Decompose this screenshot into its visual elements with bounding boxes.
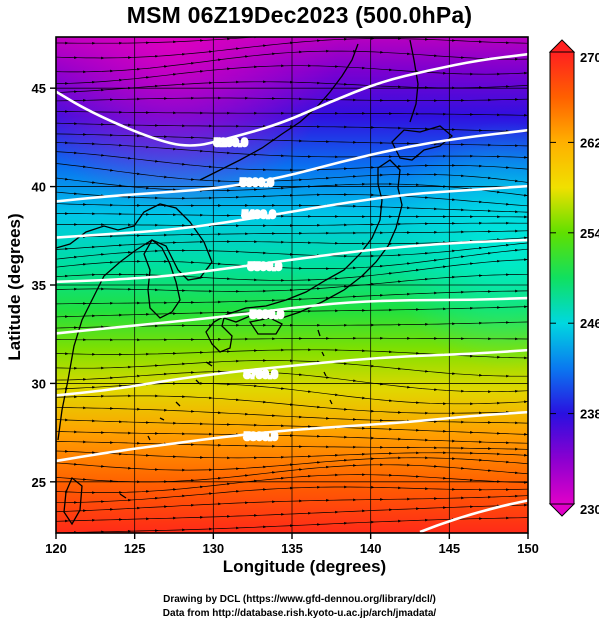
contour-label: 5200.0	[214, 137, 248, 149]
height-contour-line	[56, 184, 528, 239]
map-figure: 5200.0 5300.0 5400.0 5500.0 5600.0 5700.0 5800…	[32, 36, 599, 556]
colorbar-tick-label: 238	[580, 407, 599, 422]
colorbar-body	[549, 51, 575, 505]
x-tick-label: 130	[202, 541, 224, 556]
contour-label: 5800.0	[244, 431, 278, 443]
x-tick-label: 135	[281, 541, 303, 556]
height-contour-line	[56, 128, 528, 203]
height-contour-line	[56, 238, 528, 284]
x-tick-label: 150	[517, 541, 539, 556]
contour-label: 5500.0	[248, 261, 282, 273]
coastlines	[56, 39, 454, 526]
height-contour-line	[56, 410, 528, 463]
colorbar-tick-label: 230	[580, 502, 599, 517]
x-tick-label: 125	[124, 541, 146, 556]
colorbar-ticks: 230 238 246 254 262 270	[550, 50, 599, 517]
x-tick-label: 120	[45, 541, 67, 556]
y-tick-label: 45	[32, 81, 46, 96]
colorbar-tick-label: 246	[580, 316, 599, 331]
x-axis-label: Longitude (degrees)	[222, 557, 387, 576]
y-axis-ticks: 25 30 35 40 45	[32, 81, 56, 490]
height-contour-line	[56, 52, 528, 147]
x-axis-ticks: 120 125 130 135 140 145 150	[45, 533, 539, 556]
y-tick-label: 35	[32, 278, 46, 293]
height-contours: 5200.0 5300.0 5400.0 5500.0 5600.0 5700.0 5800…	[56, 52, 528, 533]
height-contour-line	[419, 499, 528, 533]
colorbar-tick-label: 254	[580, 226, 599, 241]
height-contour-line	[56, 296, 528, 335]
contour-label: 5700.0	[244, 369, 278, 381]
colorbar-tick-label: 270	[580, 50, 599, 65]
colorbar-min-triangle	[548, 503, 576, 517]
y-tick-label: 40	[32, 180, 46, 195]
x-tick-label: 145	[438, 541, 460, 556]
credit-data: Data from http://database.rish.kyoto-u.a…	[162, 608, 437, 619]
chart-title: MSM 06Z19Dec2023 (500.0hPa)	[126, 2, 473, 28]
contour-label: 5300.0	[240, 177, 274, 189]
x-tick-label: 140	[360, 541, 382, 556]
y-axis-label: Latitude (degrees)	[5, 213, 24, 361]
contour-label: 5400.0	[242, 209, 276, 221]
y-tick-label: 25	[32, 475, 46, 490]
credit-drawing: Drawing by DCL (https://www.gfd-dennou.o…	[163, 594, 436, 605]
height-contour-line	[56, 348, 528, 397]
colorbar: 230 238 246 254 262 270	[548, 39, 599, 517]
y-tick-label: 30	[32, 376, 46, 391]
contour-label: 5600.0	[250, 309, 284, 321]
colorbar-max-triangle	[548, 39, 576, 53]
colorbar-tick-label: 262	[580, 135, 599, 150]
